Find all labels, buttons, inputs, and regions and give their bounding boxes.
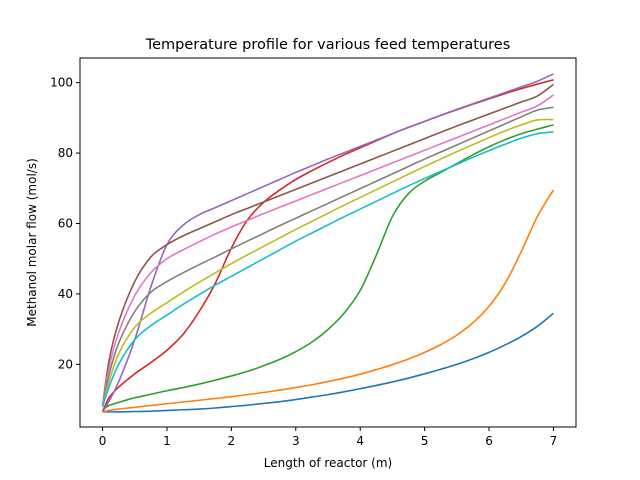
chart-title: Temperature profile for various feed tem…	[145, 37, 511, 53]
series-line-6	[101, 83, 554, 407]
x-tick-label: 4	[356, 434, 364, 448]
y-axis-label: Methanol molar flow (mol/s)	[25, 158, 39, 327]
y-tick-label: 80	[58, 146, 73, 160]
series-line-10	[101, 131, 554, 407]
x-tick-label: 5	[421, 434, 429, 448]
series-line-7	[101, 94, 554, 407]
x-tick-label: 7	[550, 434, 558, 448]
x-axis-label: Length of reactor (m)	[264, 456, 392, 470]
series-line-8	[101, 106, 554, 407]
x-tick-label: 2	[228, 434, 236, 448]
y-tick-label: 60	[58, 216, 73, 230]
y-tick-label: 20	[58, 357, 73, 371]
y-tick-label: 40	[58, 287, 73, 301]
x-tick-label: 3	[292, 434, 300, 448]
series-line-3	[102, 124, 554, 411]
series-line-1	[102, 312, 554, 413]
x-tick-label: 1	[163, 434, 171, 448]
series-line-5	[101, 73, 554, 413]
plot-frame	[79, 57, 577, 428]
series-layer	[101, 73, 555, 413]
series-line-2	[102, 189, 555, 413]
ticks-layer: 0 1 2 3 4 5 6 7 20 40 60 80 100	[50, 76, 557, 448]
y-tick-label: 100	[50, 76, 73, 90]
x-tick-label: 6	[485, 434, 493, 448]
x-tick-label: 0	[99, 434, 107, 448]
series-line-9	[101, 118, 554, 407]
